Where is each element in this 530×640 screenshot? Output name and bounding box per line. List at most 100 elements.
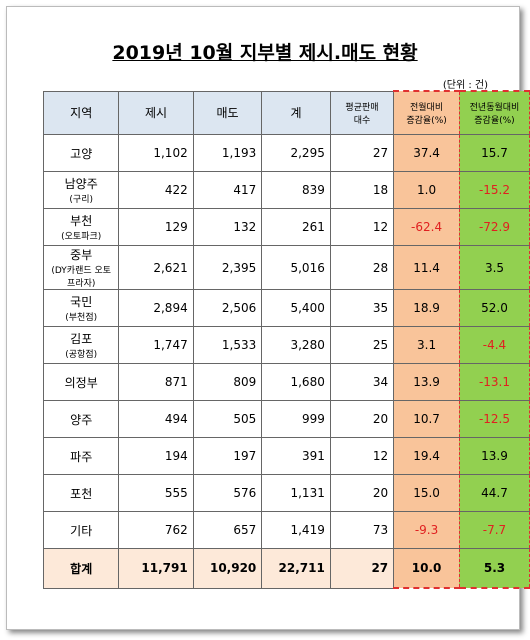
- cell-text: (DY카랜드 오토프라자): [51, 266, 112, 289]
- cell-text: 계: [290, 106, 302, 121]
- cell-text: 1,680: [290, 375, 325, 389]
- value-cell: 1,533: [192, 326, 263, 364]
- value-cell: 422: [118, 171, 194, 209]
- cell-text: 15.7: [481, 146, 508, 160]
- value-cell: 12: [329, 437, 395, 475]
- row: 포천 555 576 1,131 20 15.0 44.7: [42, 474, 530, 512]
- row: 양주 494 505 999 20 10.7 -12.5: [42, 400, 530, 438]
- cell-text: 김포: [70, 332, 93, 346]
- cell-text: -4.4: [482, 338, 507, 352]
- cell-text: 제시: [145, 106, 168, 121]
- unit: (단위 : 건): [442, 80, 488, 91]
- cell-text: 44.7: [481, 486, 508, 500]
- cell-text: 37.4: [413, 146, 440, 160]
- value-cell: 762: [118, 511, 194, 549]
- cell-text: -72.9: [478, 220, 511, 234]
- cell-text: 2,621: [153, 260, 188, 275]
- value-cell: 2,894: [118, 289, 194, 327]
- region-cell: 합계: [42, 548, 120, 589]
- cell-text: 의정부: [64, 375, 98, 390]
- value-cell: 657: [192, 511, 263, 549]
- cell-text: 1.0: [417, 183, 437, 197]
- cell-text: 13.9: [481, 449, 508, 463]
- cell-text: 12: [372, 449, 389, 463]
- cell-text: 1,533: [221, 338, 257, 352]
- value-cell: 1,193: [192, 134, 263, 172]
- region-cell: 고양: [42, 134, 120, 172]
- value-cell: 22,711: [261, 548, 331, 589]
- value-cell: -9.3: [393, 511, 460, 549]
- value-cell: 27: [329, 548, 395, 589]
- cell-text: 합계: [70, 561, 93, 576]
- cell-text: 3.1: [417, 338, 437, 352]
- row: 국민 (부천점) 2,894 2,506 5,400 35 18.9 52.0: [42, 289, 530, 327]
- cell-text: 1,193: [221, 146, 257, 160]
- cell-text: 391: [301, 449, 325, 463]
- cell-text: 10.0: [411, 561, 442, 575]
- cell-text: 132: [233, 220, 257, 234]
- value-cell: 52.0: [458, 289, 530, 327]
- region-cell: 부천 (오토파크): [42, 208, 120, 246]
- cell-text: 지역: [70, 106, 93, 121]
- cell-text: 18.9: [413, 301, 440, 315]
- cell-text: 12: [372, 220, 389, 234]
- value-cell: 576: [192, 474, 263, 512]
- cell-text: 남양주: [64, 177, 98, 191]
- cell-text: 3.5: [484, 260, 505, 275]
- cell-text: 417: [233, 183, 257, 197]
- value-cell: 73: [329, 511, 395, 549]
- cell-text: 505: [233, 412, 257, 426]
- cell-text: 10,920: [209, 561, 257, 576]
- cell-text: 11.4: [413, 260, 440, 275]
- cell-text: -13.1: [478, 375, 511, 389]
- cell-text: 27: [372, 146, 389, 160]
- value-cell: -72.9: [458, 208, 530, 246]
- cell-text: 261: [301, 220, 325, 234]
- value-cell: -12.5: [458, 400, 530, 438]
- cell-text: 3,280: [290, 338, 325, 352]
- cell-text: 19.4: [413, 449, 440, 463]
- row: 합계 11,791 10,920 22,711 27 10.0 5.3: [42, 548, 530, 589]
- value-cell: 3.5: [458, 245, 530, 290]
- cell-text: 35: [372, 301, 389, 315]
- header-cell: 제시: [118, 90, 194, 135]
- cell-text: 809: [233, 375, 257, 389]
- value-cell: 999: [261, 400, 331, 438]
- cell-text: 25: [372, 338, 389, 352]
- header-cell: 전월대비 증감율(%): [393, 90, 460, 135]
- region-cell: 양주: [42, 400, 120, 438]
- value-cell: 2,506: [192, 289, 263, 327]
- value-cell: 132: [192, 208, 263, 246]
- region-cell: 중부 (DY카랜드 오토프라자): [42, 245, 120, 290]
- cell-text: 2,295: [290, 146, 325, 160]
- value-cell: 505: [192, 400, 263, 438]
- cell-text: 평균판매: [345, 102, 379, 113]
- value-cell: 15.0: [393, 474, 460, 512]
- cell-text: (구리): [69, 195, 93, 205]
- value-cell: 12: [329, 208, 395, 246]
- cell-text: -12.5: [478, 412, 511, 426]
- table: 지역 제시 매도 계 평균판매 대수 전월대비 증감율(%) 전년동월대비 증감율(%) 고양 1,1…: [42, 90, 530, 589]
- value-cell: 5,400: [261, 289, 331, 327]
- value-cell: 15.7: [458, 134, 530, 172]
- cell-text: 999: [301, 412, 325, 426]
- cell-text: 전년동월대비: [469, 103, 520, 113]
- cell-text: 22,711: [278, 561, 325, 576]
- cell-text: 2,506: [221, 301, 257, 315]
- region-cell: 기타: [42, 511, 120, 549]
- value-cell: 839: [261, 171, 331, 209]
- cell-text: 73: [372, 523, 389, 537]
- cell-text: 전월대비: [410, 103, 444, 113]
- value-cell: 18.9: [393, 289, 460, 327]
- cell-text: 494: [164, 412, 188, 426]
- cell-text: 파주: [70, 449, 93, 464]
- value-cell: 20: [329, 400, 395, 438]
- region-cell: 김포 (공항점): [42, 326, 120, 364]
- value-cell: 2,395: [192, 245, 263, 290]
- cell-text: 1,747: [153, 338, 188, 352]
- value-cell: 871: [118, 363, 194, 401]
- row: 기타 762 657 1,419 73 -9.3 -7.7: [42, 511, 530, 549]
- cell-text: 부천: [70, 214, 93, 228]
- row: 의정부 871 809 1,680 34 13.9 -13.1: [42, 363, 530, 401]
